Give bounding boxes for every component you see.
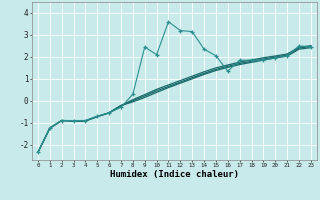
X-axis label: Humidex (Indice chaleur): Humidex (Indice chaleur): [110, 170, 239, 179]
